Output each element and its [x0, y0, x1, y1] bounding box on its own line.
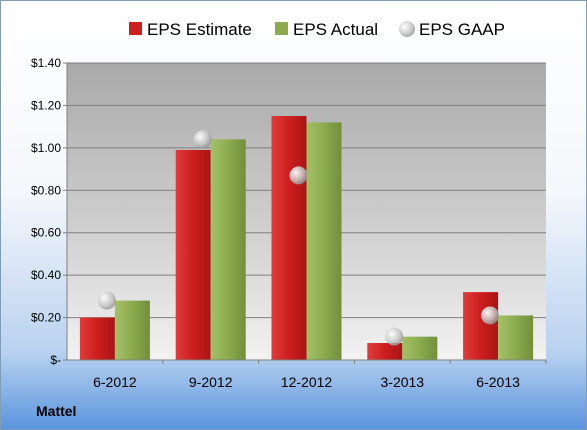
x-tick-label: 12-2012 — [281, 374, 333, 390]
x-axis: 6-2012 9-2012 12-2012 3-2013 6-2013 — [67, 359, 547, 390]
eps-gaap-point — [289, 166, 308, 185]
y-tick-label: $0.80 — [31, 183, 61, 197]
eps-actual-bar — [210, 139, 246, 360]
legend-swatch-gaap — [399, 21, 415, 37]
x-tick-label: 3-2013 — [381, 374, 425, 390]
y-tick-label: $1.40 — [31, 56, 61, 70]
company-label: Mattel — [36, 403, 77, 419]
legend-swatch — [129, 22, 142, 35]
y-tick-label: $0.60 — [31, 226, 61, 240]
legend-label: EPS Estimate — [147, 20, 252, 39]
eps-estimate-bar — [79, 317, 115, 360]
legend: EPS Estimate EPS Actual EPS GAAP — [129, 20, 505, 39]
eps-estimate-bar — [271, 116, 307, 361]
legend-label: EPS GAAP — [419, 20, 505, 39]
y-tick-label: $1.20 — [31, 98, 61, 112]
eps-gaap-point — [97, 291, 116, 310]
y-tick-label: $0.20 — [31, 311, 61, 325]
eps-actual-bar — [402, 336, 438, 360]
eps-estimate-bar — [463, 292, 499, 360]
legend-label: EPS Actual — [293, 20, 378, 39]
gaap-points — [97, 130, 500, 346]
x-tick-label: 6-2012 — [93, 374, 137, 390]
eps-estimate-bar — [175, 149, 211, 360]
x-tick-label: 9-2012 — [189, 374, 233, 390]
eps-gaap-point — [481, 306, 500, 325]
eps-actual-bar — [498, 315, 534, 360]
y-tick-label: $0.40 — [31, 268, 61, 282]
eps-gaap-point — [193, 130, 212, 149]
eps-actual-bar — [306, 122, 342, 361]
bars — [79, 116, 534, 361]
eps-gaap-point — [385, 327, 404, 346]
x-tick-label: 6-2013 — [476, 374, 520, 390]
eps-actual-bar — [114, 300, 150, 360]
eps-estimate-bar — [367, 343, 403, 360]
y-tick-label: $1.00 — [31, 141, 61, 155]
legend-swatch — [275, 22, 288, 35]
y-tick-label: $- — [50, 353, 61, 367]
y-axis: $- $0.20 $0.40 $0.60 $0.80 $1.00 $1.20 $1.40 — [31, 56, 68, 367]
